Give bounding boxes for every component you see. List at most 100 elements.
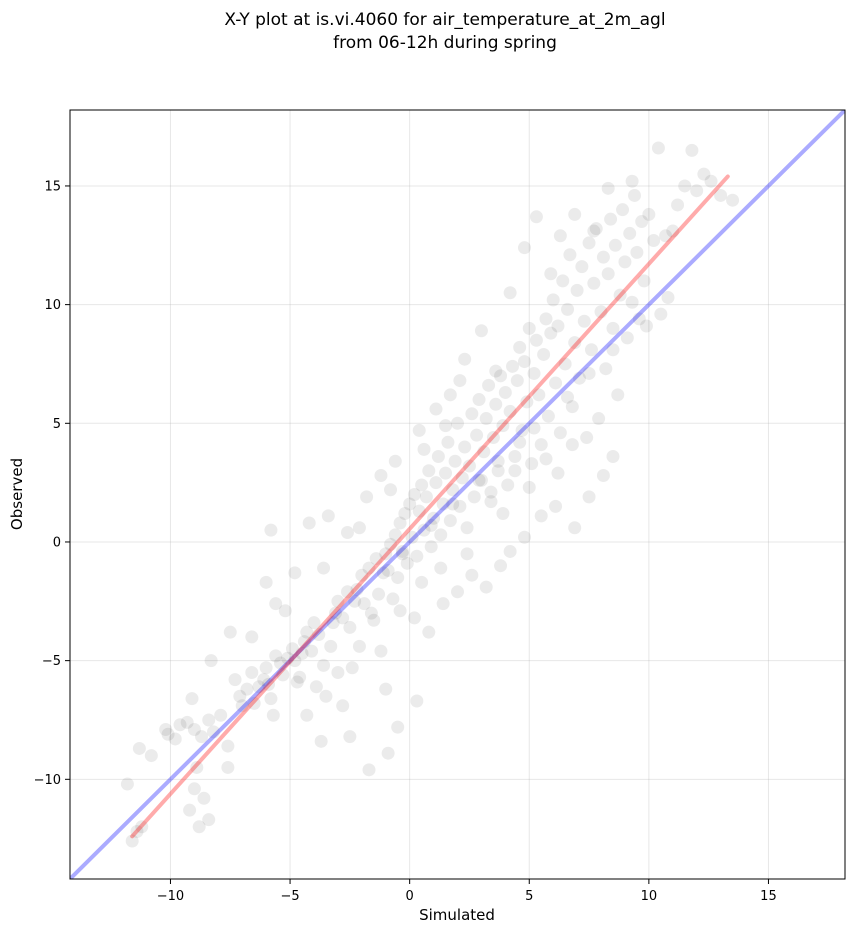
data-point [596,250,610,264]
data-point [439,419,453,433]
data-point [273,656,287,670]
data-point [297,635,311,649]
data-point [465,407,479,421]
data-point [582,490,596,504]
data-point [348,594,362,608]
data-point [228,673,242,687]
data-point [568,336,582,350]
data-point [135,820,149,834]
data-point [599,362,613,376]
data-point [565,400,579,414]
data-point [527,366,541,380]
data-point [355,568,369,582]
data-point [465,568,479,582]
data-point [187,782,201,796]
data-point [427,511,441,525]
data-point [324,639,338,653]
data-point [714,188,728,202]
data-point [508,450,522,464]
data-point [494,559,508,573]
data-point [350,582,364,596]
data-point [190,760,204,774]
data-point [553,426,567,440]
data-point [312,628,326,642]
data-point [395,547,409,561]
data-point [623,226,637,240]
data-point [197,791,211,805]
data-point [582,236,596,250]
data-point [424,518,438,532]
data-point [340,585,354,599]
data-point [462,459,476,473]
data-point [393,604,407,618]
data-point [443,388,457,402]
data-point [517,241,531,255]
data-point [556,274,570,288]
data-point [317,561,331,575]
data-point [486,431,500,445]
data-point [398,506,412,520]
data-point [381,563,395,577]
data-point [384,483,398,497]
data-point [233,689,247,703]
data-point [439,466,453,480]
data-point [690,184,704,198]
data-point [587,224,601,238]
data-point [403,497,417,511]
data-point [130,825,144,839]
data-point [417,442,431,456]
data-point [527,421,541,435]
data-point [379,682,393,696]
data-point [407,611,421,625]
data-point [386,592,400,606]
data-point [575,260,589,274]
data-point [429,476,443,490]
data-point [384,537,398,551]
data-point [290,675,304,689]
data-point [572,371,586,385]
data-point [587,276,601,290]
data-point [455,471,469,485]
data-point [558,357,572,371]
data-point [685,143,699,157]
data-point [537,347,551,361]
data-point [173,718,187,732]
data-point [159,722,173,736]
data-point [544,267,558,281]
data-point [300,708,314,722]
data-point [257,673,271,687]
x-tick-label: 0 [406,889,414,904]
data-point [379,547,393,561]
data-point [240,682,254,696]
data-point [506,359,520,373]
data-point [606,321,620,335]
data-point [539,452,553,466]
data-point [460,521,474,535]
data-point [343,620,357,634]
x-tick-label: 10 [641,889,658,904]
data-point [276,668,290,682]
data-point [340,525,354,539]
data-point [460,547,474,561]
data-point [491,454,505,468]
data-point [362,561,376,575]
data-point [443,514,457,528]
data-point [412,423,426,437]
data-point [525,457,539,471]
data-point [336,611,350,625]
data-point [704,174,718,188]
data-point [496,506,510,520]
data-point [489,397,503,411]
data-point [269,597,283,611]
data-point [666,224,680,238]
data-point [161,727,175,741]
data-point [549,376,563,390]
data-point [319,689,333,703]
data-point [534,509,548,523]
chart-title-line-2: from 06-12h during spring [333,33,557,53]
data-point [185,692,199,706]
data-point [262,677,276,691]
data-point [391,720,405,734]
data-point [513,340,527,354]
data-point [374,644,388,658]
